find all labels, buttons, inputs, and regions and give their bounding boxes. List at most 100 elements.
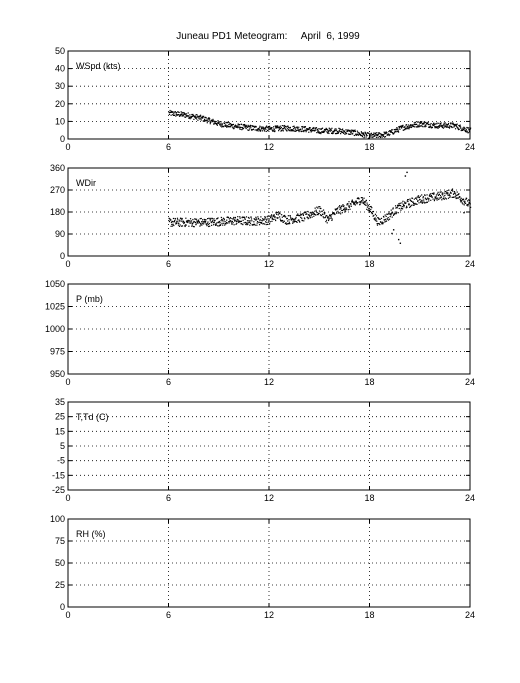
data-point [466,204,468,206]
data-point [298,220,301,222]
data-point [342,128,344,130]
data-point [387,133,390,135]
data-point [311,130,313,132]
data-point [388,211,390,213]
data-point [226,216,228,218]
data-point [271,220,273,222]
data-point [403,204,405,207]
data-point [234,220,236,222]
data-point [187,112,189,114]
data-point [210,121,212,123]
data-point [346,130,348,133]
data-point [245,223,247,226]
data-point [465,197,468,200]
y-tick-label: 1050 [45,279,65,289]
data-point [395,129,398,131]
data-point [222,220,224,222]
data-point [201,222,203,225]
data-point [224,224,226,226]
data-point [361,200,363,202]
data-point [185,114,187,117]
data-point [419,198,421,201]
data-point [436,126,439,128]
data-point [241,129,243,131]
data-point [176,217,179,219]
data-point [353,202,355,204]
data-point [302,214,305,216]
data-point [388,212,390,215]
data-point [168,111,170,113]
data-point [349,133,351,135]
data-point [388,130,390,133]
data-point [214,223,216,225]
data-point [211,224,213,226]
data-point [432,192,435,194]
data-point [309,217,312,219]
data-point [232,218,234,220]
data-point [381,134,383,136]
data-point [358,132,360,134]
data-point [199,223,202,225]
data-point [265,130,267,133]
data-point [457,194,459,196]
data-point [266,221,268,224]
data-point [283,215,285,217]
data-point [318,212,320,214]
data-point [281,216,283,218]
data-point [370,205,372,208]
data-point [443,123,445,126]
data-point [244,217,246,219]
data-point [224,124,226,127]
data-point [231,223,233,225]
data-point [304,126,307,128]
data-point [421,125,423,127]
data-point [414,203,416,205]
data-point [380,135,382,137]
data-point [242,223,244,226]
data-point [208,222,210,225]
data-point [242,128,244,130]
data-point [349,129,351,132]
data-points [168,109,472,140]
data-point [395,213,397,215]
data-point [264,216,266,218]
data-point [406,124,408,126]
data-point [413,125,415,127]
data-point [295,129,297,131]
data-point [467,127,470,129]
data-point [455,123,457,126]
data-point [175,115,177,117]
data-point [324,216,326,219]
data-point [313,213,316,216]
data-point [454,193,457,195]
data-point [391,232,393,235]
data-point [169,218,171,220]
data-point [400,125,402,127]
data-point [390,214,392,216]
data-point [407,199,409,201]
data-point [375,215,378,217]
data-point [296,126,298,128]
data-point [244,125,247,128]
data-point [250,125,252,127]
data-point [265,128,267,130]
data-point [352,201,354,203]
data-point [255,126,257,128]
data-point [387,216,389,219]
data-point [229,217,232,219]
data-point [310,212,313,214]
data-point [335,208,337,210]
data-point [403,206,405,208]
data-point [454,128,457,130]
data-point [333,213,336,215]
data-point [383,131,385,133]
data-point [341,209,343,211]
data-point [260,128,263,130]
data-point [207,120,209,122]
data-point [385,215,387,217]
data-point [193,226,195,228]
data-point [351,129,353,132]
data-point [421,194,423,196]
data-point [461,129,464,132]
